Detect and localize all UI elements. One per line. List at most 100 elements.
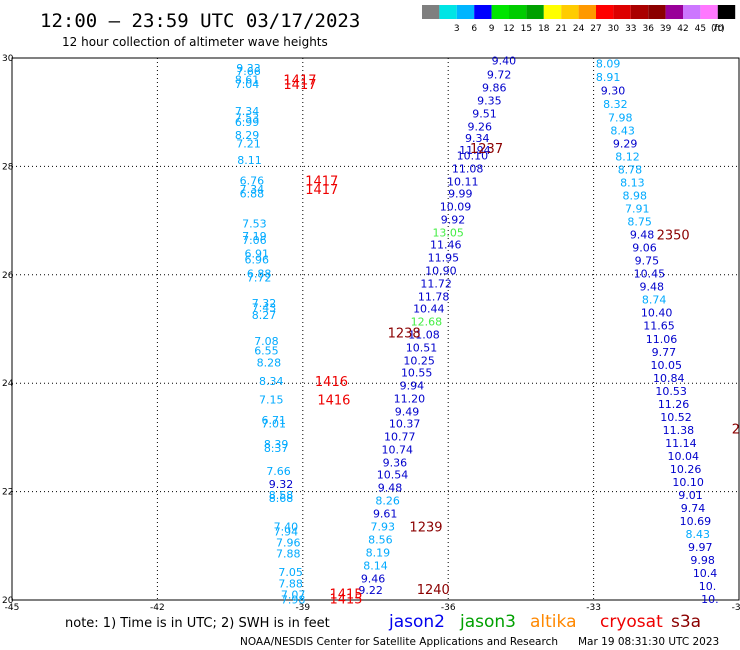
data-marks: 9.337.668.617.047.347.536.998.297.218.11…	[235, 55, 719, 607]
wave-height-point: 11.78	[418, 290, 450, 303]
scale-label: 36	[642, 24, 654, 34]
scale-label: 15	[521, 24, 532, 34]
pass-time-label: 2350	[657, 229, 690, 244]
wave-height-point: 8.56	[368, 533, 393, 546]
wave-height-point: 7.96	[276, 537, 301, 550]
wave-height-point: 8.39	[264, 438, 289, 451]
wave-height-point: 8.29	[235, 129, 260, 142]
wave-height-point: 6.99	[235, 116, 260, 129]
scale-label: (ft)	[711, 24, 725, 34]
scale-label: 39	[660, 24, 672, 34]
scale-swatch	[509, 5, 527, 19]
x-tick-label: -33	[586, 603, 601, 613]
wave-height-point: 11.14	[665, 437, 697, 450]
x-tick-label: -39	[295, 603, 310, 613]
wave-height-point: 9.30	[601, 85, 626, 98]
scale-label: 6	[471, 24, 477, 34]
scale-label: 21	[555, 24, 566, 34]
scale-swatch	[561, 5, 579, 19]
wave-height-point: 7.40	[274, 520, 299, 533]
pass-time-label: 1417	[283, 74, 316, 89]
wave-height-point: 10.10	[457, 150, 489, 163]
scale-label: 18	[538, 24, 550, 34]
wave-height-point: 7.21	[236, 138, 261, 151]
wave-height-point: 9.77	[652, 346, 677, 359]
wave-height-point: 9.32	[269, 478, 294, 491]
wave-height-point: 8.98	[623, 190, 648, 203]
wave-height-point: 9.35	[477, 94, 502, 107]
wave-height-point: 8.27	[252, 309, 277, 322]
scale-swatch	[526, 5, 544, 19]
wave-height-point: 9.36	[383, 456, 408, 469]
wave-height-point: 8.28	[257, 357, 282, 370]
wave-height-point: 10.45	[634, 268, 666, 281]
wave-height-point: 8.75	[627, 216, 652, 229]
wave-height-point: 10.	[701, 593, 719, 606]
wave-height-point: 8.12	[615, 151, 640, 164]
wave-height-point: 9.92	[441, 214, 466, 227]
wave-height-point: 9.33	[236, 62, 261, 75]
wave-height-point: 7.01	[261, 417, 286, 430]
wave-height-point: 7.19	[242, 230, 267, 243]
wave-height-point: 6.88	[247, 268, 272, 281]
wave-height-point: 10.51	[406, 341, 438, 354]
pass-time-label: 1417	[305, 174, 338, 189]
wave-height-point: 6.96	[245, 254, 270, 267]
wave-height-point: 12.68	[411, 315, 443, 328]
scale-swatch	[717, 5, 736, 19]
wave-height-point: 7.94	[274, 526, 299, 539]
wave-height-point: 9.61	[373, 507, 398, 520]
wave-height-point: 8.11	[237, 154, 262, 167]
satellite-s3a: s3a	[671, 612, 701, 632]
wave-height-point: 11.65	[643, 320, 675, 333]
wave-height-point: 10.37	[389, 417, 421, 430]
wave-height-point: 10.	[699, 580, 717, 593]
wave-height-point: 9.40	[492, 55, 517, 68]
wave-height-point: 11.38	[663, 424, 695, 437]
x-axis: -45 -42 -39 -36 -33 -30	[5, 603, 740, 613]
scale-label: 42	[677, 24, 688, 34]
wave-height-point: 7.91	[625, 203, 650, 216]
scale-swatch	[596, 5, 614, 19]
wave-height-point: 6.71	[261, 414, 286, 427]
wave-height-point: 7.88	[278, 578, 303, 591]
scale-swatch	[474, 5, 492, 19]
y-tick-label: 26	[2, 271, 14, 281]
wave-height-point: 8.91	[596, 71, 621, 84]
wave-height-point: 8.78	[618, 164, 643, 177]
wave-height-point: 8.09	[596, 57, 621, 70]
wave-height-point: 7.53	[235, 112, 260, 125]
wave-height-point: 9.48	[378, 481, 403, 494]
wave-height-point: 10.25	[403, 354, 435, 367]
pass-time-label: 1417	[283, 78, 316, 93]
scale-swatch	[613, 5, 631, 19]
wave-height-point: 10.04	[668, 450, 700, 463]
scale-swatch	[700, 5, 718, 19]
wave-height-point: 13.05	[432, 227, 464, 240]
wave-height-point: 9.94	[400, 379, 425, 392]
wave-height-point: 9.49	[395, 405, 420, 418]
wave-height-point: 11.95	[428, 251, 460, 264]
footer-note: note: 1) Time is in UTC; 2) SWH is in fe…	[65, 616, 330, 631]
footer-timestamp: Mar 19 08:31:30 UTC 2023	[578, 636, 719, 648]
wave-height-point: 8.32	[603, 98, 628, 111]
wave-height-point: 8.74	[642, 294, 667, 307]
pass-time-label: 23	[732, 423, 740, 438]
wave-height-point: 11.20	[394, 392, 426, 405]
wave-height-point: 8.43	[686, 528, 711, 541]
wave-height-point: 8.58	[269, 489, 294, 502]
x-tick-label: -45	[5, 603, 20, 613]
wave-height-point: 11.72	[420, 277, 452, 290]
scale-swatch	[491, 5, 509, 19]
scale-swatch	[422, 5, 440, 19]
wave-height-point: 7.15	[259, 393, 284, 406]
wave-height-point: 10.52	[660, 411, 692, 424]
wave-height-point: 8.26	[375, 494, 400, 507]
wave-height-point: 9.97	[688, 541, 713, 554]
wave-height-point: 7.53	[242, 217, 267, 230]
color-scale-bar: 3 6 9 12 15 18 21 24 27 30 33 36 39 42 45 70(ft)	[422, 5, 736, 34]
y-tick-label: 24	[2, 379, 14, 389]
wave-height-point: 8.68	[269, 492, 294, 505]
wave-height-point: 10.90	[425, 264, 457, 277]
y-tick-label: 30	[2, 54, 14, 64]
